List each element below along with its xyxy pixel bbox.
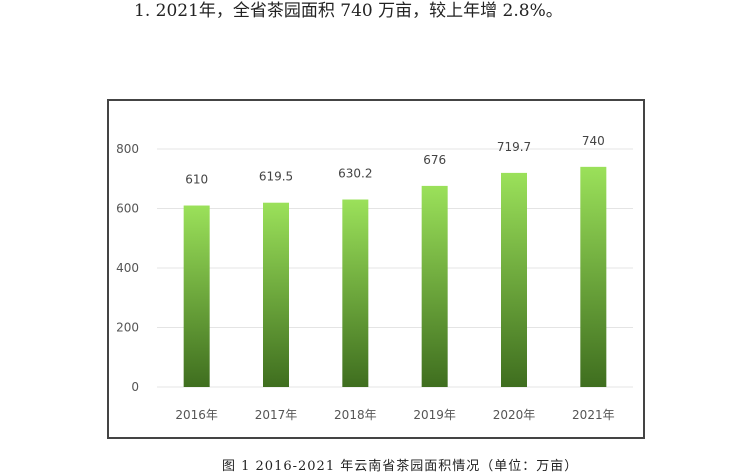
data-label: 619.5 <box>259 170 293 184</box>
data-label: 719.7 <box>497 140 531 154</box>
y-tick-label: 600 <box>116 202 139 216</box>
x-tick-label: 2021年 <box>572 408 615 422</box>
bar <box>342 199 369 387</box>
y-tick-label: 200 <box>116 321 139 335</box>
data-label: 630.2 <box>338 167 372 181</box>
x-tick-label: 2017年 <box>255 408 298 422</box>
x-tick-label: 2020年 <box>493 408 536 422</box>
bar <box>501 172 527 387</box>
y-tick-label: 400 <box>116 261 139 275</box>
bar <box>183 205 210 387</box>
data-label: 740 <box>582 134 605 148</box>
x-tick-label: 2018年 <box>334 408 377 422</box>
y-tick-label: 800 <box>116 142 139 156</box>
intro-text: 1. 2021年，全省茶园面积 740 万亩，较上年增 2.8%。 <box>134 1 563 21</box>
bar <box>421 185 448 387</box>
figure-caption: 图 1 2016-2021 年云南省茶园面积情况（单位：万亩） <box>222 459 579 474</box>
data-label: 610 <box>185 173 208 187</box>
x-axis: 2016年 2017年 2018年 2019年 2020年 2021年 <box>175 408 614 422</box>
bars: 610 619.5 630.2 676 719.7 740 <box>183 134 607 387</box>
y-tick-label: 0 <box>131 380 139 394</box>
bar <box>263 202 289 387</box>
data-label: 676 <box>423 153 446 167</box>
bar-chart: 0 200 400 600 800 610 619.5 630.2 676 719.7 740 2… <box>116 134 633 422</box>
bar <box>580 166 607 387</box>
chart-frame: 0 200 400 600 800 610 619.5 630.2 676 719.7 740 2… <box>107 99 645 439</box>
x-tick-label: 2019年 <box>413 408 456 422</box>
grid-lines <box>157 148 633 388</box>
y-axis: 0 200 400 600 800 <box>116 142 139 394</box>
x-tick-label: 2016年 <box>175 408 218 422</box>
